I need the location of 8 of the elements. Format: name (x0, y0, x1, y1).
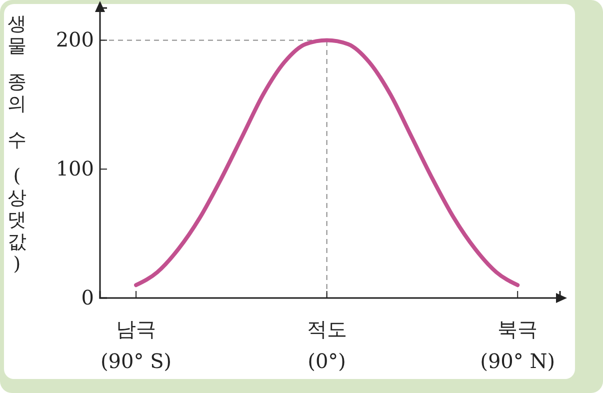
x-tick-label: 북극 (90° N) (480, 317, 556, 373)
y-tick-label: 100 (56, 156, 94, 181)
x-tick-label: 남극 (90° S) (100, 317, 172, 373)
y-tick-label: 0 (81, 285, 94, 310)
text: 생물 종의 수 (상댓값) (8, 13, 26, 275)
y-tick-label: 200 (56, 28, 94, 52)
x-tick-label: 적도 (0°) (306, 317, 347, 373)
line-series (134, 38, 520, 288)
